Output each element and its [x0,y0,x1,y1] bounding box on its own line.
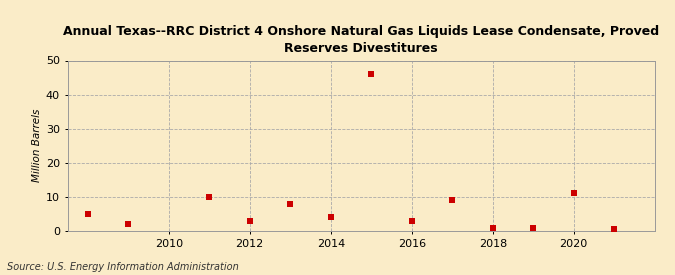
Point [528,226,539,230]
Point [82,212,93,216]
Point [204,195,215,199]
Point [123,222,134,226]
Point [447,198,458,202]
Point [285,202,296,206]
Point [487,226,498,230]
Title: Annual Texas--RRC District 4 Onshore Natural Gas Liquids Lease Condensate, Prove: Annual Texas--RRC District 4 Onshore Nat… [63,25,659,55]
Point [406,219,417,223]
Text: Source: U.S. Energy Information Administration: Source: U.S. Energy Information Administ… [7,262,238,272]
Point [568,191,579,196]
Y-axis label: Million Barrels: Million Barrels [32,109,42,182]
Point [244,219,255,223]
Point [609,227,620,232]
Point [366,72,377,76]
Point [325,215,336,219]
